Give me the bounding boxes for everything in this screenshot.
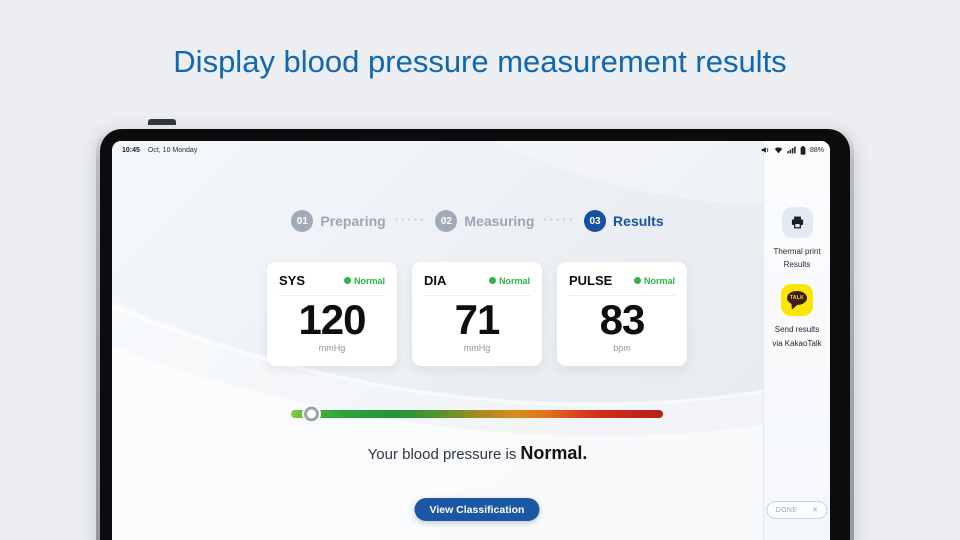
status-time: 10:45 [122, 146, 140, 154]
step-number: 01 [291, 210, 314, 232]
result-text: Your blood pressure is Normal. [152, 443, 803, 464]
step-label: Results [613, 213, 664, 229]
done-button[interactable]: DONE ✕ [766, 501, 828, 519]
result-prefix: Your blood pressure is [367, 446, 517, 463]
card-divider [424, 295, 530, 296]
tablet-screen: 10:45 Oct, 10 Monday [112, 141, 830, 540]
thermal-print-label: Thermal print Results [773, 245, 820, 271]
volume-icon [761, 147, 769, 153]
battery-icon [800, 145, 806, 155]
card-divider [279, 295, 385, 296]
pulse-status-badge: Normal [633, 275, 675, 286]
thermal-print-label-line2: Results [783, 260, 811, 270]
status-dot-icon [488, 277, 496, 284]
sys-card: SYS Normal 120 mmHg [267, 262, 397, 366]
result-status: Normal. [520, 443, 588, 463]
printer-icon [791, 216, 803, 229]
done-label: DONE [775, 506, 798, 514]
step-measuring[interactable]: 02 Measuring [435, 210, 534, 232]
step-label: Preparing [320, 213, 386, 229]
status-dot-icon [633, 277, 641, 284]
progress-stepper: 01 Preparing ····· 02 Measuring ····· 03… [152, 210, 803, 232]
dia-unit: mmHg [463, 343, 491, 354]
kakaotalk-bubble-icon: TALK [787, 291, 807, 306]
kakaotalk-share-button[interactable]: TALK [781, 284, 813, 317]
step-number: 03 [584, 210, 607, 232]
status-bar: 10:45 Oct, 10 Monday [112, 141, 830, 159]
pulse-unit: bpm [613, 343, 631, 354]
status-text: Normal [498, 275, 530, 286]
background-waves [112, 141, 830, 540]
tablet-bezel: 10:45 Oct, 10 Monday [100, 129, 850, 540]
step-results[interactable]: 03 Results [584, 210, 664, 232]
thermal-print-button[interactable] [781, 207, 813, 238]
pulse-value: 83 [599, 296, 646, 343]
close-icon: ✕ [812, 507, 819, 514]
kakaotalk-bubble-text: TALK [789, 295, 805, 302]
action-sidebar: Thermal print Results TALK Send results … [763, 141, 830, 540]
sys-status-badge: Normal [343, 275, 385, 286]
step-preparing[interactable]: 01 Preparing [291, 210, 386, 232]
tablet-device: 10:45 Oct, 10 Monday [96, 125, 854, 540]
dia-status-badge: Normal [488, 275, 530, 286]
step-separator-dots: ····· [543, 211, 576, 227]
scale-marker[interactable] [303, 406, 319, 422]
card-divider [569, 295, 675, 296]
measurement-cards: SYS Normal 120 mmHg DIA [267, 262, 687, 366]
view-classification-button[interactable]: View Classification [414, 498, 540, 521]
sys-unit: mmHg [318, 343, 346, 354]
kakaotalk-label-line1: Send results [774, 325, 820, 335]
thermal-print-label-line1: Thermal print [773, 247, 821, 256]
sys-value: 120 [298, 296, 366, 343]
pulse-card: PULSE Normal 83 bpm [557, 262, 687, 366]
signal-icon [787, 146, 796, 154]
kakaotalk-share-label: Send results via KakaoTalk [772, 323, 821, 349]
dia-card: DIA Normal 71 mmHg [412, 262, 542, 366]
sys-label: SYS [279, 273, 306, 288]
blood-pressure-scale [291, 406, 663, 422]
status-date: Oct, 10 Monday [147, 146, 198, 154]
dia-value: 71 [454, 296, 501, 343]
dia-label: DIA [424, 273, 447, 288]
kakaotalk-label-line2: via KakaoTalk [772, 338, 822, 348]
step-label: Measuring [464, 213, 535, 229]
battery-percentage: 88% [809, 146, 824, 154]
pulse-label: PULSE [569, 273, 613, 288]
step-separator-dots: ····· [394, 211, 427, 227]
status-dot-icon [343, 277, 351, 284]
kakaotalk-bubble-tail [789, 302, 798, 312]
status-text: Normal [353, 275, 385, 286]
page-title: Display blood pressure measurement resul… [173, 44, 787, 79]
status-text: Normal [643, 275, 675, 286]
wifi-icon [774, 147, 783, 154]
step-number: 02 [435, 210, 458, 232]
